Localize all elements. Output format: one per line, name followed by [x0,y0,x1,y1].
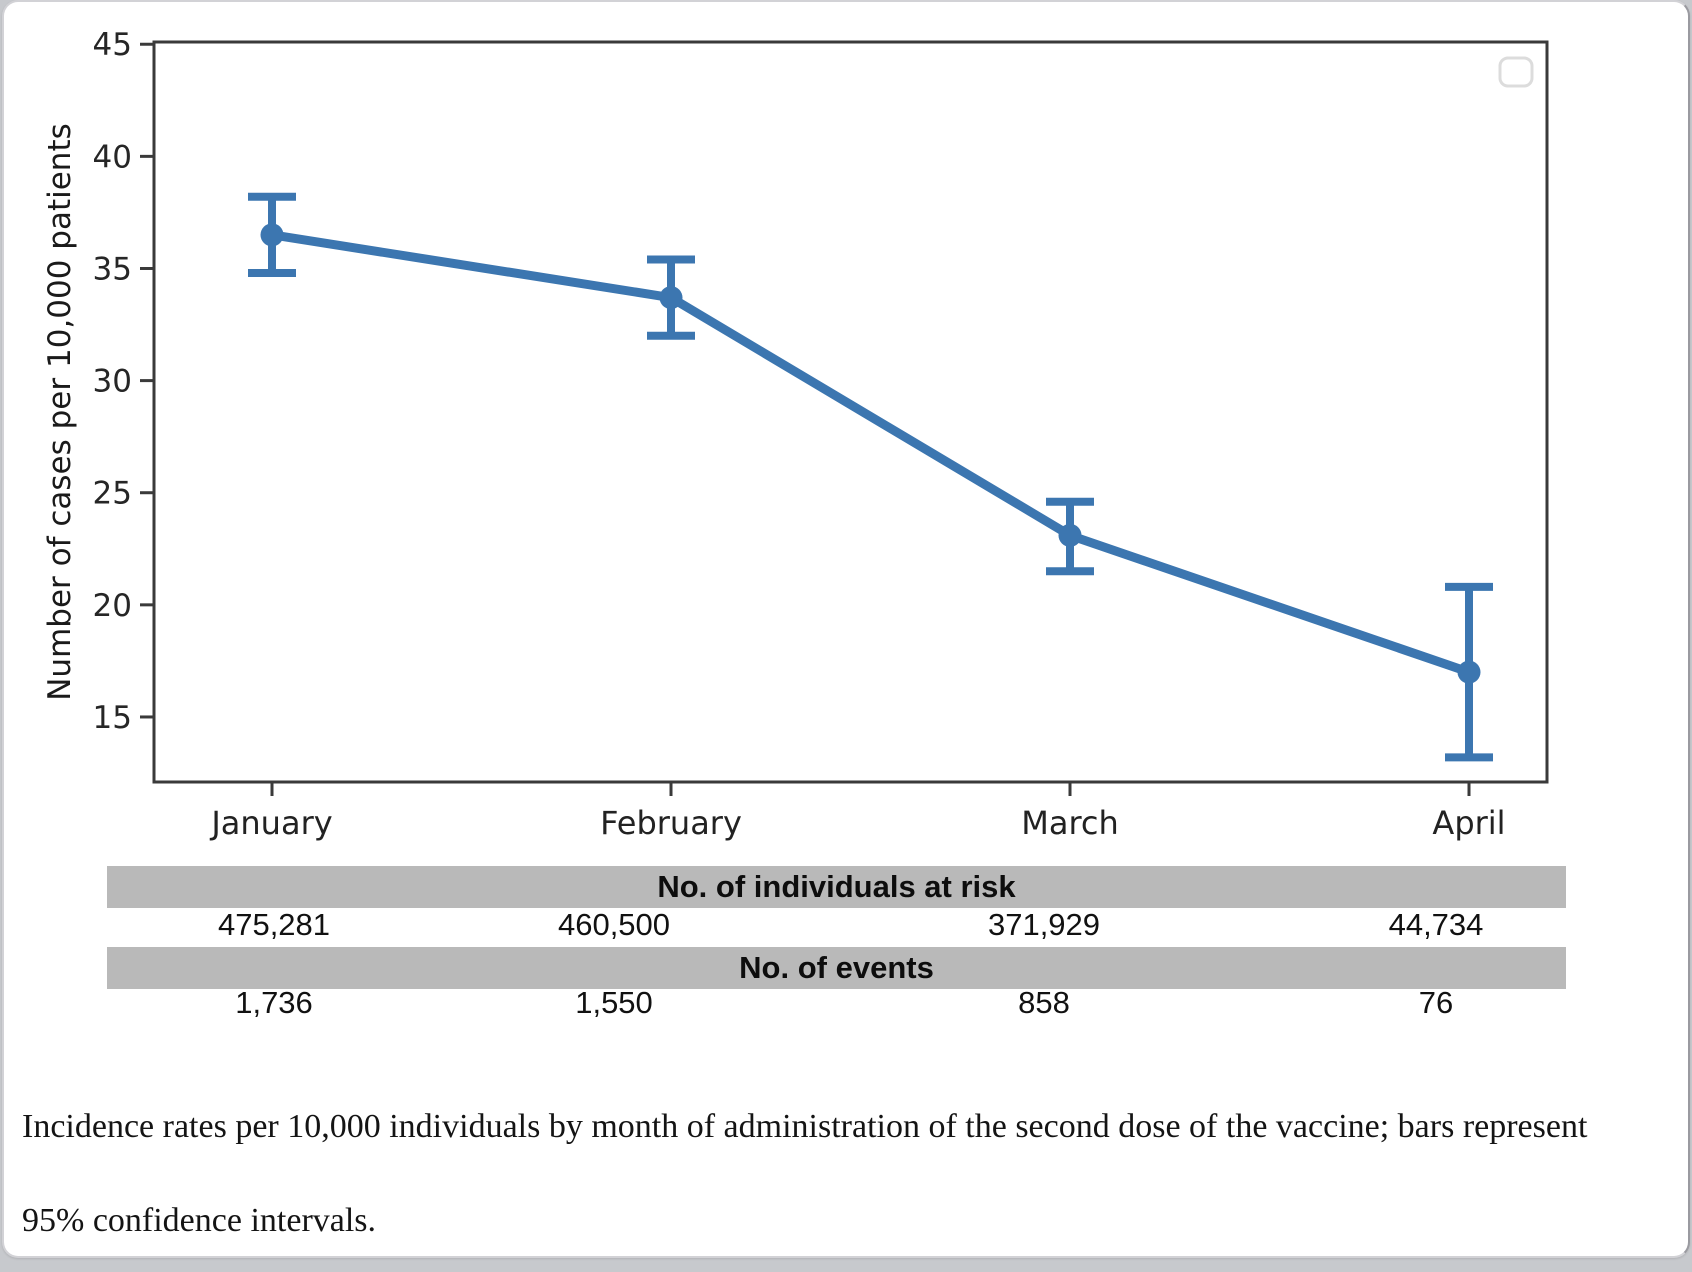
table-cell: 44,734 [1388,907,1484,942]
y-tick-label: 35 [93,251,132,287]
x-tick-label: March [1021,804,1119,842]
x-tick-label: January [209,804,332,842]
table-cell: 858 [1018,985,1070,1020]
y-tick-label: 40 [93,139,132,175]
table-header-label: No. of events [739,950,934,985]
table-cell: 475,281 [217,907,331,942]
table-cell: 371,929 [987,907,1101,942]
y-tick-label: 25 [93,476,132,512]
data-point [1457,660,1481,684]
series-line [267,230,1474,677]
table-cell: 76 [1418,985,1454,1020]
table-header-individuals-at-risk: No. of individuals at risk [107,866,1566,908]
table-cell: 1,550 [575,985,653,1020]
legend-box [1498,56,1534,88]
figure-caption: Incidence rates per 10,000 individuals b… [22,1108,1588,1239]
y-axis-label: Number of cases per 10,000 patients [42,123,78,701]
table-row-individuals-at-risk: 475,281 460,500 371,929 44,734 [107,904,1566,946]
table-header-label: No. of individuals at risk [657,869,1016,904]
y-tick-label: 15 [93,700,132,736]
table-header-events: No. of events [107,947,1566,989]
table-cell: 1,736 [235,985,313,1020]
data-point [659,286,683,310]
table-row-events: 1,736 1,550 858 76 [107,982,1566,1024]
table-cell: 460,500 [557,907,671,942]
incidence-line-chart: 15 20 25 30 35 40 45 January February March April N… [42,27,1549,842]
data-point [260,223,284,247]
y-tick-label: 45 [93,27,132,63]
x-tick-label: April [1432,804,1505,842]
plot-border [152,40,1549,784]
y-tick-label: 30 [93,364,132,400]
y-tick-label: 20 [93,588,132,624]
x-tick-label: February [600,804,742,842]
data-point [1058,523,1082,547]
